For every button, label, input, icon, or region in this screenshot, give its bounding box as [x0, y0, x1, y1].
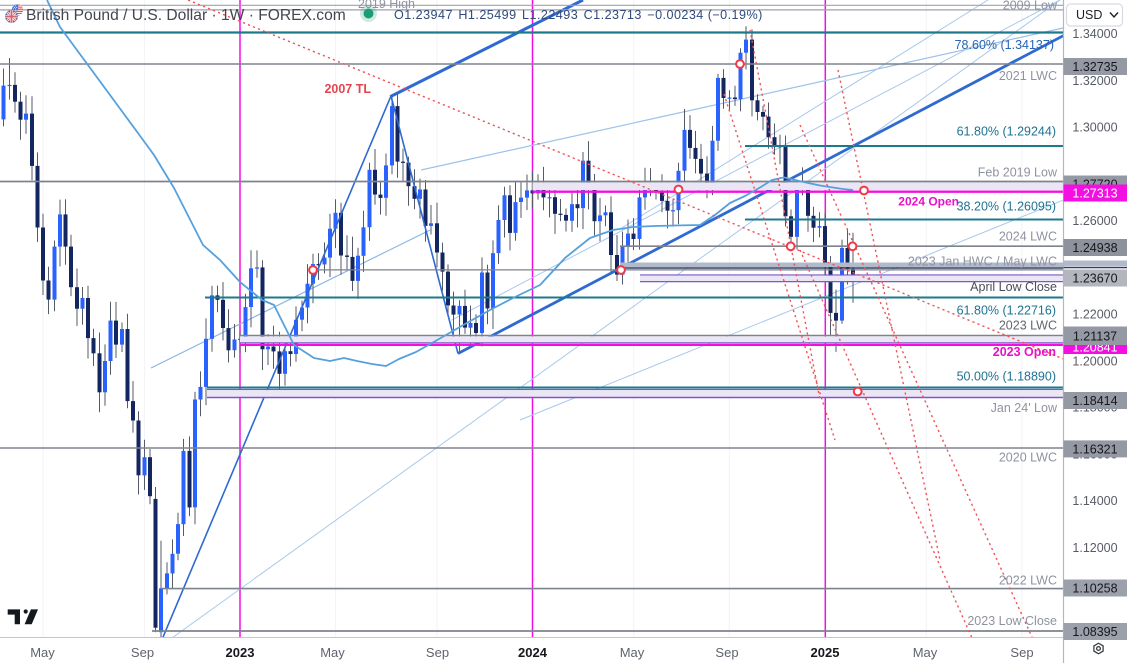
svg-text:2021 LWC: 2021 LWC	[999, 69, 1057, 83]
svg-text:2023 LWC: 2023 LWC	[999, 319, 1057, 333]
svg-text:50.00% (1.18890): 50.00% (1.18890)	[957, 370, 1056, 384]
svg-text:2024 Open: 2024 Open	[898, 195, 959, 209]
svg-text:1.18414: 1.18414	[1072, 394, 1117, 408]
svg-text:1.21137: 1.21137	[1073, 330, 1117, 344]
svg-text:1.23670: 1.23670	[1072, 272, 1117, 286]
svg-text:British Pound / U.S. Dollar ·: British Pound / U.S. Dollar · 1W · FOREX…	[26, 7, 346, 24]
svg-text:May: May	[30, 645, 55, 660]
svg-text:2007 TL: 2007 TL	[324, 82, 371, 96]
svg-text:May: May	[320, 645, 345, 660]
svg-text:1.24938: 1.24938	[1072, 241, 1117, 255]
svg-text:1.22000: 1.22000	[1072, 307, 1117, 321]
svg-text:2023: 2023	[226, 645, 255, 660]
svg-text:1.08395: 1.08395	[1072, 625, 1117, 639]
svg-text:2020 LWC: 2020 LWC	[999, 451, 1057, 465]
svg-text:2023 Low Close: 2023 Low Close	[967, 614, 1057, 628]
svg-text:April Low Close: April Low Close	[970, 280, 1057, 294]
svg-text:2024: 2024	[518, 645, 548, 660]
svg-text:78.60% (1.34137): 78.60% (1.34137)	[955, 38, 1054, 52]
svg-text:1.26000: 1.26000	[1072, 214, 1117, 228]
svg-text:Jan 24' Low: Jan 24' Low	[991, 401, 1058, 415]
svg-text:1.32735: 1.32735	[1072, 60, 1117, 74]
svg-text:Sep: Sep	[131, 645, 154, 660]
svg-text:2024 LWC: 2024 LWC	[999, 230, 1057, 244]
svg-text:1.20000: 1.20000	[1072, 355, 1117, 369]
svg-text:2009 Low: 2009 Low	[1003, 0, 1058, 13]
svg-text:May: May	[913, 645, 938, 660]
svg-text:1.16321: 1.16321	[1072, 442, 1117, 456]
svg-text:2023 Open: 2023 Open	[993, 345, 1056, 359]
svg-text:Sep: Sep	[426, 645, 449, 660]
svg-text:1.34000: 1.34000	[1072, 27, 1117, 41]
svg-text:Feb 2019 Low: Feb 2019 Low	[978, 166, 1058, 180]
svg-text:USD: USD	[1076, 8, 1102, 22]
svg-text:61.80% (1.29244): 61.80% (1.29244)	[957, 125, 1056, 139]
svg-text:1.10258: 1.10258	[1072, 582, 1117, 596]
svg-text:O1.23947 H1.25499 L1.22493: O1.23947 H1.25499 L1.22493 C1.23713 −0.0…	[394, 8, 763, 22]
svg-text:1.32000: 1.32000	[1072, 74, 1117, 88]
svg-text:2025: 2025	[811, 645, 840, 660]
svg-text:1.27313: 1.27313	[1072, 187, 1117, 201]
svg-text:1.30000: 1.30000	[1072, 121, 1117, 135]
svg-text:Sep: Sep	[715, 645, 738, 660]
svg-text:61.80% (1.22716): 61.80% (1.22716)	[957, 304, 1056, 318]
svg-text:1.14000: 1.14000	[1072, 494, 1117, 508]
svg-text:1.12000: 1.12000	[1072, 541, 1117, 555]
svg-text:2022 LWC: 2022 LWC	[999, 573, 1057, 587]
svg-text:May: May	[620, 645, 645, 660]
svg-text:2023 Jan HWC / May LWC: 2023 Jan HWC / May LWC	[908, 255, 1057, 269]
svg-text:Sep: Sep	[1010, 645, 1033, 660]
svg-text:38.20% (1.26095): 38.20% (1.26095)	[957, 200, 1056, 214]
